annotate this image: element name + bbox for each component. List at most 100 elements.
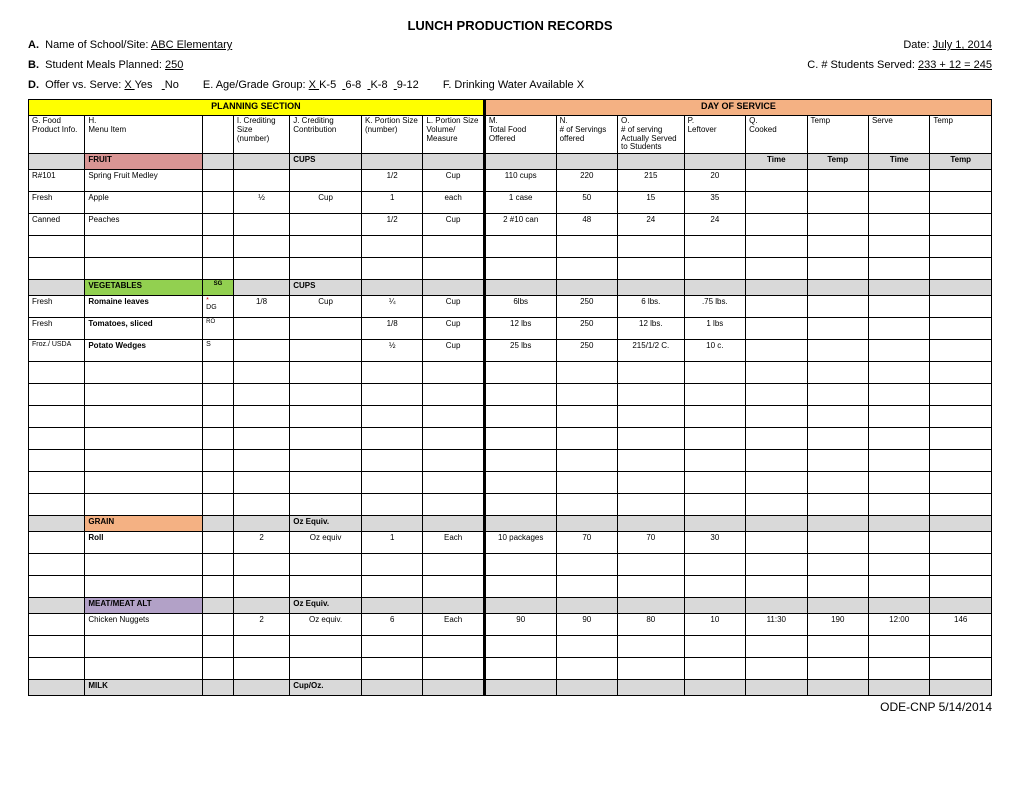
cell: 80 [618, 614, 685, 636]
cell: 90 [484, 614, 556, 636]
cell: Canned [29, 214, 85, 236]
col-o: O. # of serving Actually Served to Stude… [618, 116, 685, 154]
sub-time1: Time [746, 154, 807, 170]
cell: 12 lbs. [618, 318, 685, 340]
cell [868, 170, 929, 192]
e-68-lbl: 6-8 [345, 79, 361, 91]
e-k5-lbl: K-5 [319, 79, 336, 91]
col-temp2: Temp [930, 116, 992, 154]
cell: 190 [807, 614, 868, 636]
grain-unit: Oz Equiv. [290, 516, 362, 532]
table-row [29, 554, 992, 576]
table-row [29, 472, 992, 494]
cell [930, 170, 992, 192]
grain-label: GRAIN [85, 516, 203, 532]
e-k5: X [309, 79, 319, 91]
table-row [29, 236, 992, 258]
cell: Fresh [29, 296, 85, 318]
cell: Spring Fruit Medley [85, 170, 203, 192]
veg-sub: SG [203, 280, 234, 296]
cell: 110 cups [484, 170, 556, 192]
col-j: J. Crediting Contribution [290, 116, 362, 154]
a-label: A. [28, 39, 39, 51]
cell: Potato Wedges [85, 340, 203, 362]
cell: 250 [556, 296, 617, 318]
table-row [29, 258, 992, 280]
table-row: Roll 2 Oz equiv 1 Each 10 packages 70 70… [29, 532, 992, 554]
date-label: Date: [903, 39, 929, 51]
milk-category: MILK Cup/Oz. [29, 680, 992, 696]
col-h: H. Menu Item [85, 116, 203, 154]
veg-category: VEGETABLES SG CUPS [29, 280, 992, 296]
table-row [29, 450, 992, 472]
cell: 1 [361, 532, 422, 554]
cell: Cup [423, 296, 484, 318]
cell: Fresh [29, 192, 85, 214]
cell: Apple [85, 192, 203, 214]
header-row-d: D. Offer vs. Serve: X Yes No E. Age/Grad… [28, 79, 992, 91]
veg-label: VEGETABLES [85, 280, 203, 296]
cell: Cup [423, 340, 484, 362]
cell: 6 [361, 614, 422, 636]
fruit-label: FRUIT [85, 154, 203, 170]
cell: 10 packages [484, 532, 556, 554]
cell: 70 [618, 532, 685, 554]
col-serve: Serve [868, 116, 929, 154]
cell: Cup [423, 170, 484, 192]
date-value: July 1, 2014 [933, 39, 992, 51]
cell: 35 [684, 192, 745, 214]
cell: 250 [556, 318, 617, 340]
school-name: ABC Elementary [151, 39, 232, 51]
milk-unit: Cup/Oz. [290, 680, 362, 696]
cell: ½ [233, 192, 289, 214]
cell: * [206, 297, 209, 304]
meat-unit: Oz Equiv. [290, 598, 362, 614]
table-row: Canned Peaches 1/2 Cup 2 #10 can 48 24 2… [29, 214, 992, 236]
students-served: 233 + 12 = 245 [918, 59, 992, 71]
table-row: Froz./ USDA Potato Wedges S ½ Cup 25 lbs… [29, 340, 992, 362]
cell: 1/8 [361, 318, 422, 340]
planning-section-header: PLANNING SECTION [29, 100, 485, 116]
d-no-label: No [165, 79, 179, 91]
cell: 1 case [484, 192, 556, 214]
cell [203, 170, 234, 192]
table-row [29, 658, 992, 680]
cell: each [423, 192, 484, 214]
header-row-b: B. Student Meals Planned: 250 C. # Stude… [28, 59, 992, 71]
e-912-lbl: 9-12 [397, 79, 419, 91]
cell [290, 170, 362, 192]
cell: 1/2 [361, 170, 422, 192]
cell: 220 [556, 170, 617, 192]
b-label: B. [28, 59, 39, 71]
cell: RO [203, 318, 234, 340]
cell: 30 [684, 532, 745, 554]
cell: 11:30 [746, 614, 807, 636]
table-row: R#101 Spring Fruit Medley 1/2 Cup 110 cu… [29, 170, 992, 192]
cell: Oz equiv. [290, 614, 362, 636]
fruit-unit: CUPS [290, 154, 362, 170]
cell: Peaches [85, 214, 203, 236]
a-text: Name of School/Site: [45, 39, 148, 51]
cell: Each [423, 532, 484, 554]
cell: 2 [233, 614, 289, 636]
col-hsub [203, 116, 234, 154]
veg-unit: CUPS [290, 280, 362, 296]
table-row: Fresh Tomatoes, sliced RO 1/8 Cup 12 lbs… [29, 318, 992, 340]
table-row [29, 576, 992, 598]
col-temp1: Temp [807, 116, 868, 154]
meat-category: MEAT/MEAT ALT Oz Equiv. [29, 598, 992, 614]
cell: 24 [684, 214, 745, 236]
cell: R#101 [29, 170, 85, 192]
day-of-service-header: DAY OF SERVICE [484, 100, 991, 116]
cell: Froz./ USDA [29, 340, 85, 362]
sub-time2: Time [868, 154, 929, 170]
table-row [29, 636, 992, 658]
col-l: L. Portion Size Volume/ Measure [423, 116, 484, 154]
cell [233, 170, 289, 192]
meat-label: MEAT/MEAT ALT [85, 598, 203, 614]
cell: 1 [361, 192, 422, 214]
cell: ¼ [361, 296, 422, 318]
table-row: Chicken Nuggets 2 Oz equiv. 6 Each 90 90… [29, 614, 992, 636]
e-label: E. Age/Grade Group: [203, 79, 306, 91]
meals-planned: 250 [165, 59, 183, 71]
